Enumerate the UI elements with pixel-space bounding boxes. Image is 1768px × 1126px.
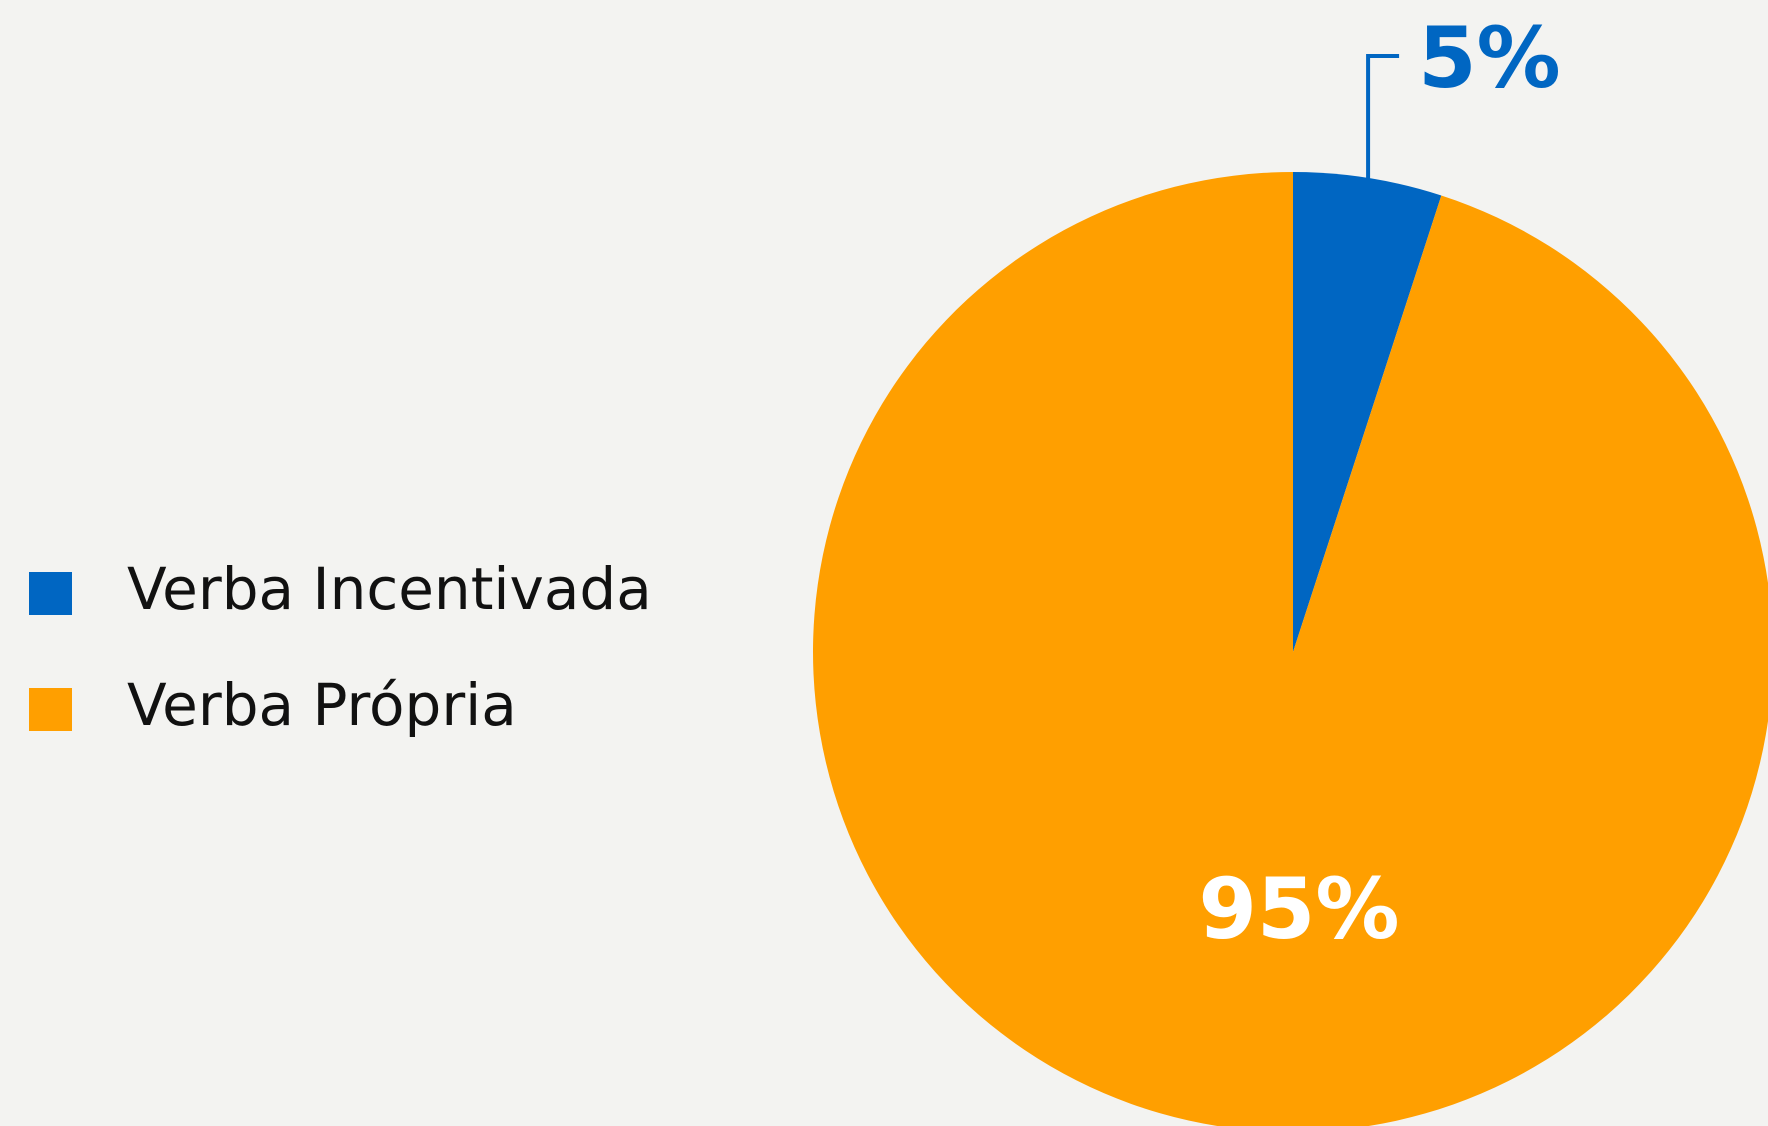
pie-slice <box>1293 172 1442 652</box>
legend-swatch <box>29 688 72 731</box>
legend-label: Verba Incentivada <box>127 555 652 623</box>
leader-line <box>1366 54 1400 180</box>
value-label: 5% <box>1418 9 1561 107</box>
legend-label: Verba Própria <box>127 671 517 739</box>
pie-slice <box>813 172 1768 1126</box>
value-label: 95% <box>1198 860 1399 958</box>
legend-swatch <box>29 572 72 615</box>
